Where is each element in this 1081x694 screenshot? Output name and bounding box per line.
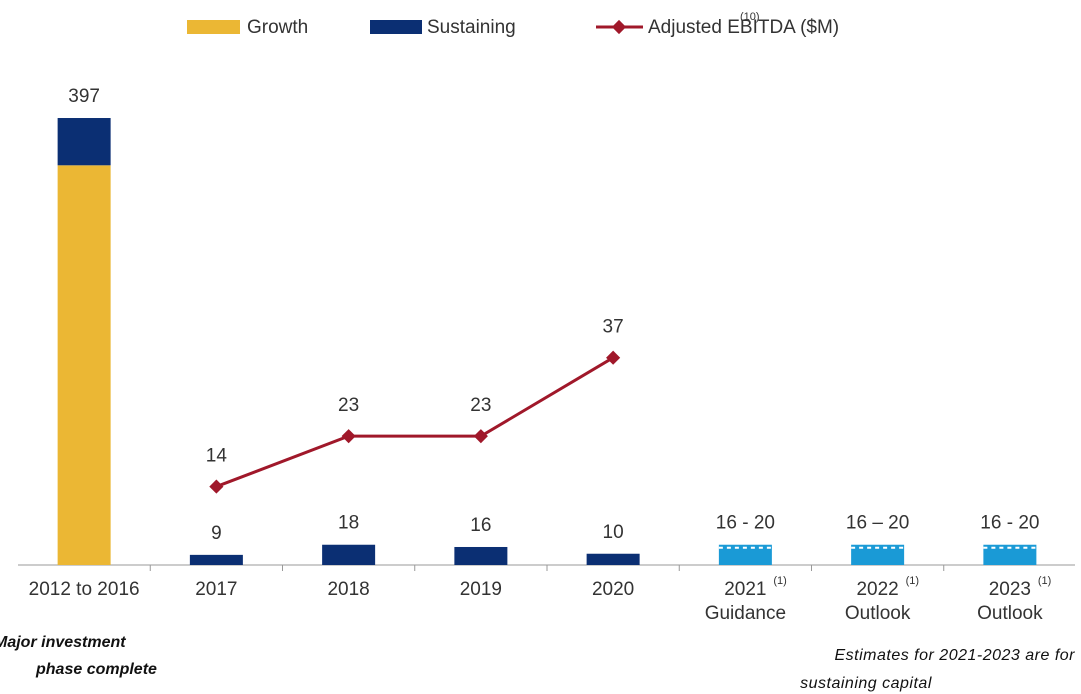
line-marker [606, 350, 621, 365]
legend-note: (10) [740, 11, 760, 23]
value-label: 397 [68, 86, 100, 107]
estimate-bar [718, 544, 772, 565]
value-label: 10 [603, 522, 624, 543]
x-tick-label: 2019 [460, 579, 502, 600]
estimate-bar [983, 544, 1037, 565]
value-label: 18 [338, 513, 359, 534]
annotation: Major investment phase complete [0, 634, 157, 678]
estimate-bar [851, 544, 905, 565]
x-tick-note: (1) [906, 575, 919, 587]
x-tick-note: (1) [773, 575, 786, 587]
line-marker [473, 429, 488, 444]
x-tick-sublabel: Outlook [977, 603, 1043, 624]
x-tick-label: 2023 [989, 579, 1031, 600]
value-label: 16 [470, 515, 491, 536]
x-tick-label: 2022 [856, 579, 898, 600]
x-tick-sublabel: Outlook [845, 603, 911, 624]
bar [57, 165, 111, 565]
x-tick-note: (1) [1038, 575, 1051, 587]
value-label: 16 - 20 [980, 513, 1039, 534]
value-label: 9 [211, 523, 222, 544]
value-label: 16 - 20 [716, 513, 775, 534]
line-marker [341, 429, 356, 444]
value-label: 16 – 20 [846, 513, 909, 534]
bar [57, 118, 111, 166]
x-tick-sublabel: Guidance [705, 603, 786, 624]
x-tick-label: 2020 [592, 579, 634, 600]
line-value-label: 23 [338, 395, 359, 416]
line-value-label: 14 [206, 446, 228, 467]
legend: Growth Sustaining Adjusted EBITDA ($M) (… [187, 11, 839, 38]
bar [322, 544, 376, 565]
legend-label: Adjusted EBITDA ($M) [648, 17, 839, 38]
bar [586, 553, 640, 565]
legend-label: Growth [247, 17, 308, 38]
legend-swatch [370, 20, 422, 34]
x-tick-label: 2012 to 2016 [29, 579, 140, 600]
bar [189, 554, 243, 565]
annotation: Estimates for 2021-2023 are for sustainin… [800, 647, 1075, 692]
legend-marker [611, 19, 627, 35]
bar [454, 546, 508, 565]
line [215, 356, 614, 488]
legend-swatch [187, 20, 240, 34]
legend-label: Sustaining [427, 17, 516, 38]
x-tick-label: 2021 [724, 579, 766, 600]
line-value-label: 23 [470, 395, 491, 416]
x-tick-label: 2018 [327, 579, 369, 600]
line-marker [209, 479, 224, 494]
x-tick-label: 2017 [195, 579, 237, 600]
line-value-label: 37 [603, 317, 624, 338]
